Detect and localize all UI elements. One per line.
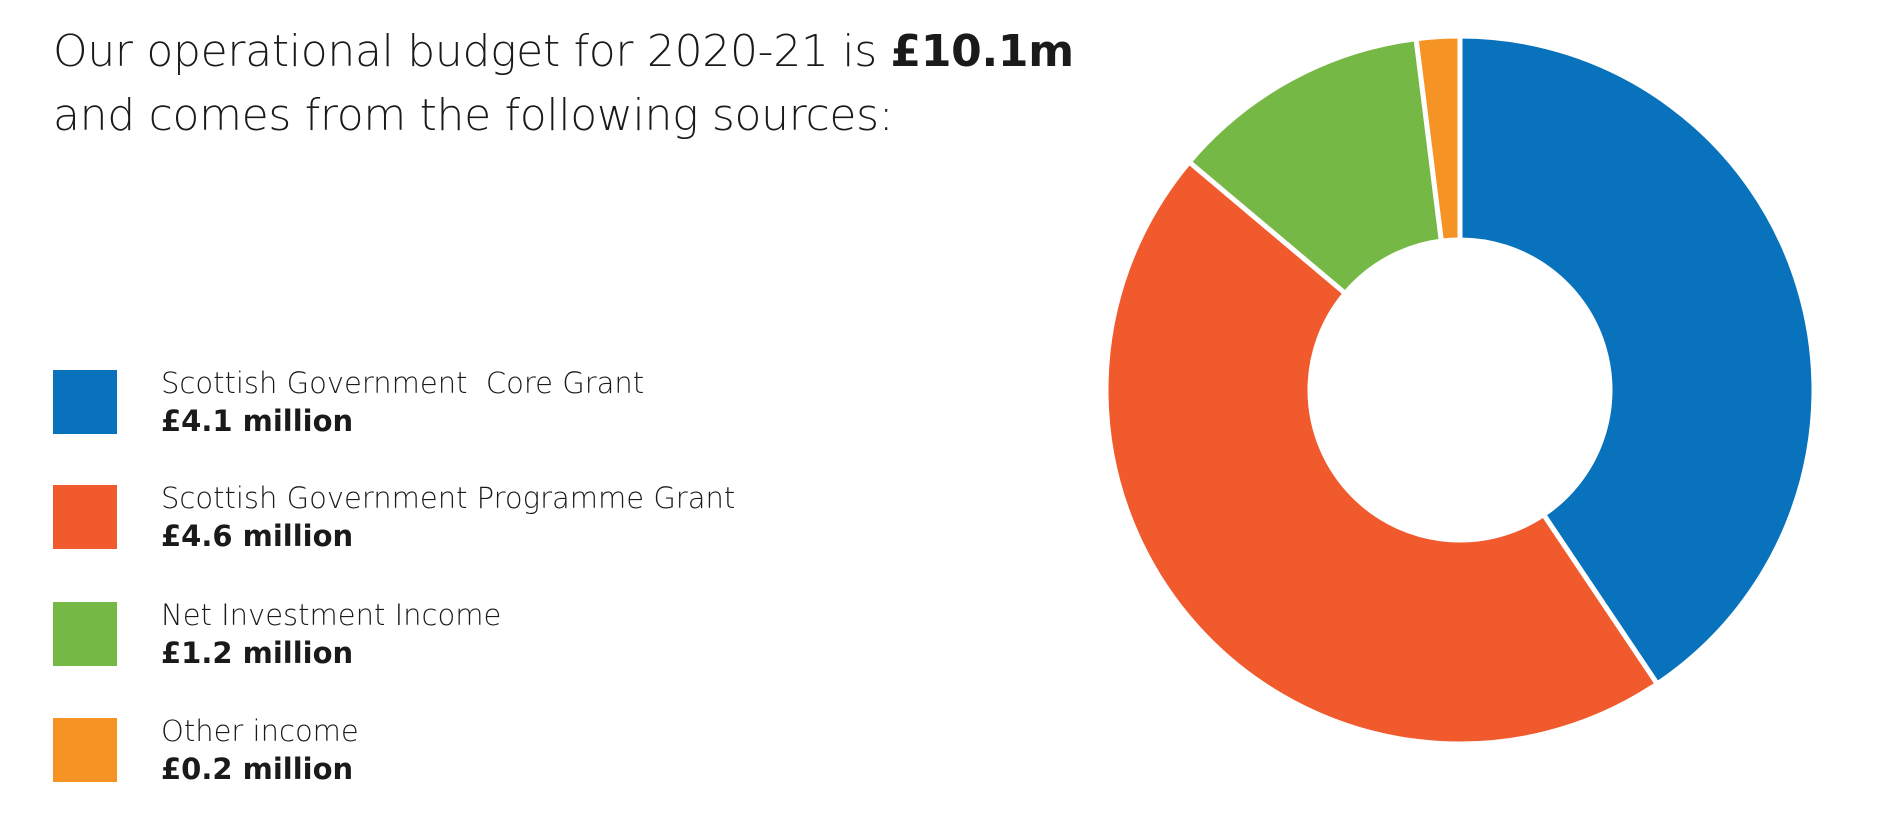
legend-item-investment-income: Net Investment Income £1.2 million: [53, 598, 813, 670]
legend-swatch-core-grant: [53, 370, 117, 434]
headline-text: Our operational budget for 2020-21 is: [53, 26, 891, 77]
budget-donut-chart: [1103, 33, 1817, 747]
chart-headline: Our operational budget for 2020-21 is £1…: [53, 20, 1074, 148]
legend-item-other-income: Other income £0.2 million: [53, 714, 813, 786]
legend-label-investment-income: Net Investment Income: [161, 598, 502, 632]
legend-value-investment-income: £1.2 million: [161, 636, 354, 670]
donut-slice-other-income: [1413, 33, 1463, 244]
legend-item-core-grant: Scottish Government Core Grant £4.1 mill…: [53, 366, 813, 438]
headline-line-1: Our operational budget for 2020-21 is £1…: [53, 20, 1074, 84]
legend-swatch-programme-grant: [53, 485, 117, 549]
legend-value-other-income: £0.2 million: [161, 752, 354, 786]
donut-slice-programme-grant: [1103, 158, 1661, 747]
legend-label-other-income: Other income: [161, 714, 359, 748]
legend-label-core-grant: Scottish Government Core Grant: [161, 366, 645, 400]
legend-label-programme-grant: Scottish Government Programme Grant: [161, 481, 736, 515]
donut-slice-investment-income: [1185, 35, 1445, 297]
headline-total: £10.1m: [890, 26, 1075, 77]
legend-item-programme-grant: Scottish Government Programme Grant £4.6…: [53, 481, 813, 553]
legend-swatch-other-income: [53, 718, 117, 782]
legend-value-programme-grant: £4.6 million: [161, 519, 354, 553]
donut-slice-core-grant: [1457, 33, 1817, 688]
legend-swatch-investment-income: [53, 602, 117, 666]
headline-line-2: and comes from the following sources:: [53, 90, 894, 141]
legend-value-core-grant: £4.1 million: [161, 404, 354, 438]
